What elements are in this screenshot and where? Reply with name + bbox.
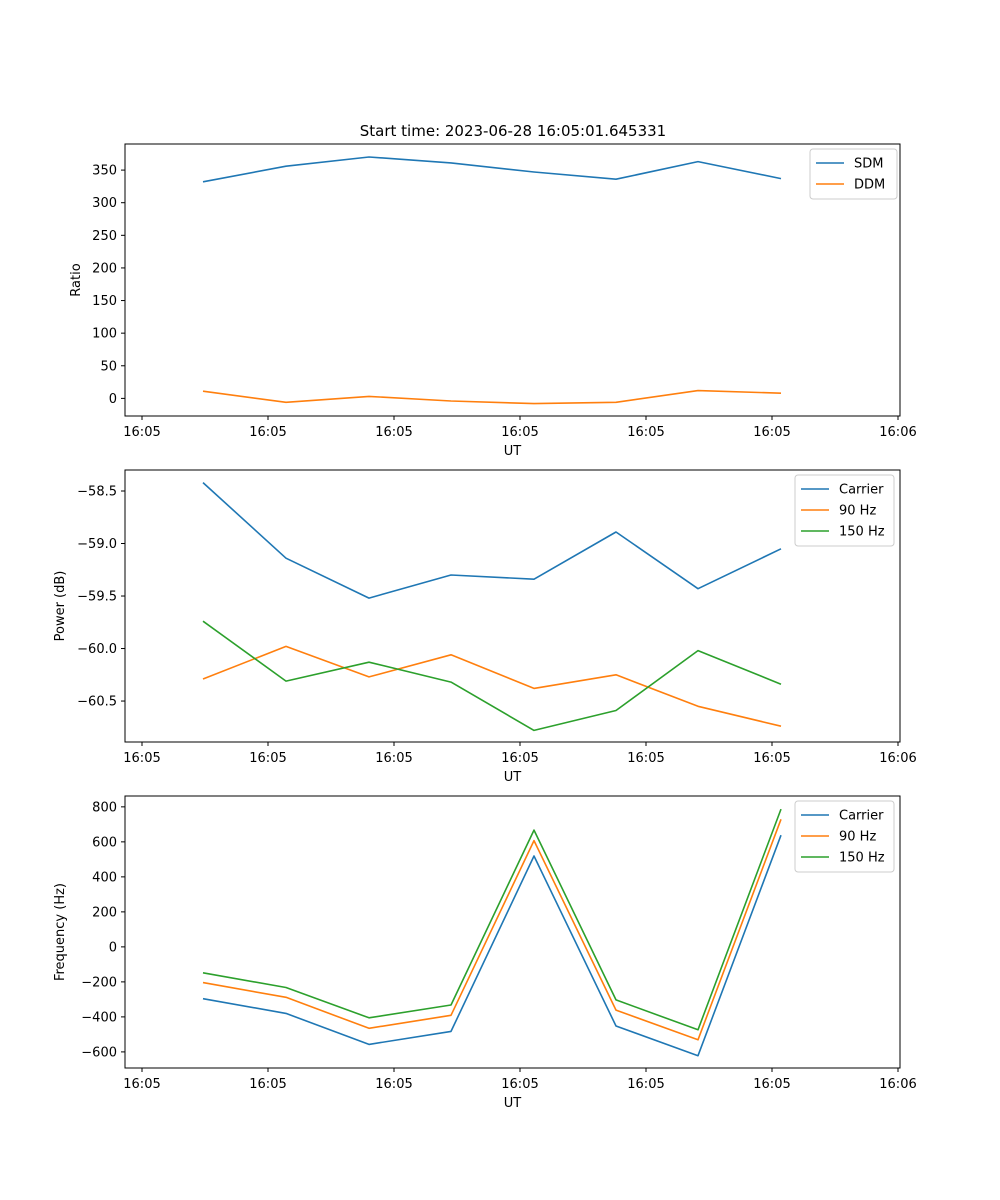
legend-box <box>794 474 895 547</box>
x-tick-label: 16:05 <box>501 425 538 440</box>
y-tick-label: 200 <box>92 261 117 276</box>
x-tick-label: 16:05 <box>249 1077 286 1092</box>
axes-frame <box>124 143 901 417</box>
y-tick-label: −59.0 <box>77 537 117 552</box>
y-tick-label: −60.0 <box>77 642 117 657</box>
legend-label: DDM <box>854 178 885 193</box>
x-axis-label: UT <box>504 444 522 459</box>
panel-2: 16:05 16:05 16:05 16:05 16:05 16:05 16:06 −58.5… <box>53 469 917 785</box>
series-line <box>202 808 782 1031</box>
x-tick-label: 16:06 <box>879 425 916 440</box>
y-tick-label: 800 <box>92 800 117 815</box>
x-tick-label: 16:05 <box>627 425 664 440</box>
y-tick-label: 0 <box>109 940 117 955</box>
y-tick-label: 350 <box>92 164 117 179</box>
panels: 16:05 16:05 16:05 16:05 16:05 16:05 16:06 0 50 10… <box>53 143 917 1111</box>
legend-label: 150 Hz <box>839 525 885 540</box>
y-tick-label: 300 <box>92 196 117 211</box>
x-tick-label: 16:05 <box>501 1077 538 1092</box>
series-line <box>202 645 782 727</box>
legend-box <box>809 148 898 200</box>
x-tick-label: 16:05 <box>249 751 286 766</box>
legend-label: SDM <box>854 157 883 172</box>
x-tick-label: 16:05 <box>627 751 664 766</box>
x-tick-label: 16:05 <box>249 425 286 440</box>
x-tick-label: 16:05 <box>627 1077 664 1092</box>
legend-box <box>794 800 895 873</box>
y-tick-label: −200 <box>81 975 117 990</box>
x-tick-label: 16:05 <box>753 751 790 766</box>
legend-label: 90 Hz <box>839 504 876 519</box>
x-tick-label: 16:05 <box>753 1077 790 1092</box>
y-tick-label: −58.5 <box>77 485 117 500</box>
y-tick-label: 150 <box>92 294 117 309</box>
series-line <box>202 819 782 1041</box>
x-tick-label: 16:05 <box>375 751 412 766</box>
x-tick-label: 16:05 <box>501 751 538 766</box>
x-tick-label: 16:05 <box>753 425 790 440</box>
y-axis-label: Power (dB) <box>53 571 68 642</box>
figure-title: Start time: 2023-06-28 16:05:01.645331 <box>360 122 666 140</box>
series-line <box>202 834 782 1057</box>
legend-label: Carrier <box>839 483 884 498</box>
axes-frame <box>124 469 901 743</box>
y-tick-label: −60.5 <box>77 695 117 710</box>
y-tick-label: 600 <box>92 835 117 850</box>
panel-3: 16:05 16:05 16:05 16:05 16:05 16:05 16:06 −600 −… <box>53 795 917 1111</box>
x-tick-label: 16:05 <box>375 1077 412 1092</box>
series-line <box>202 156 782 183</box>
y-tick-label: 50 <box>100 359 117 374</box>
y-tick-label: 100 <box>92 327 117 342</box>
series-line <box>202 482 782 599</box>
y-tick-label: −59.5 <box>77 590 117 605</box>
axes-frame <box>124 795 901 1069</box>
legend: Carrier 90 Hz 150 Hz <box>794 474 895 547</box>
y-tick-label: 200 <box>92 905 117 920</box>
y-axis-label: Ratio <box>69 263 84 296</box>
y-tick-label: 250 <box>92 229 117 244</box>
legend-label: 90 Hz <box>839 830 876 845</box>
legend: Carrier 90 Hz 150 Hz <box>794 800 895 873</box>
x-tick-label: 16:05 <box>123 1077 160 1092</box>
legend-label: Carrier <box>839 809 884 824</box>
legend: SDM DDM <box>809 148 898 200</box>
x-axis-label: UT <box>504 770 522 785</box>
y-tick-label: 400 <box>92 870 117 885</box>
series-line <box>202 389 782 405</box>
x-tick-label: 16:05 <box>375 425 412 440</box>
y-axis-label: Frequency (Hz) <box>53 883 68 981</box>
x-axis-label: UT <box>504 1096 522 1111</box>
x-tick-label: 16:06 <box>879 1077 916 1092</box>
x-tick-label: 16:05 <box>123 751 160 766</box>
x-tick-label: 16:05 <box>123 425 160 440</box>
series-line <box>202 620 782 732</box>
y-tick-label: −400 <box>81 1010 117 1025</box>
y-tick-label: 0 <box>109 392 117 407</box>
legend-label: 150 Hz <box>839 851 885 866</box>
x-tick-label: 16:06 <box>879 751 916 766</box>
panel-1: 16:05 16:05 16:05 16:05 16:05 16:05 16:06 0 50 10… <box>69 143 917 459</box>
y-tick-label: −600 <box>81 1045 117 1060</box>
